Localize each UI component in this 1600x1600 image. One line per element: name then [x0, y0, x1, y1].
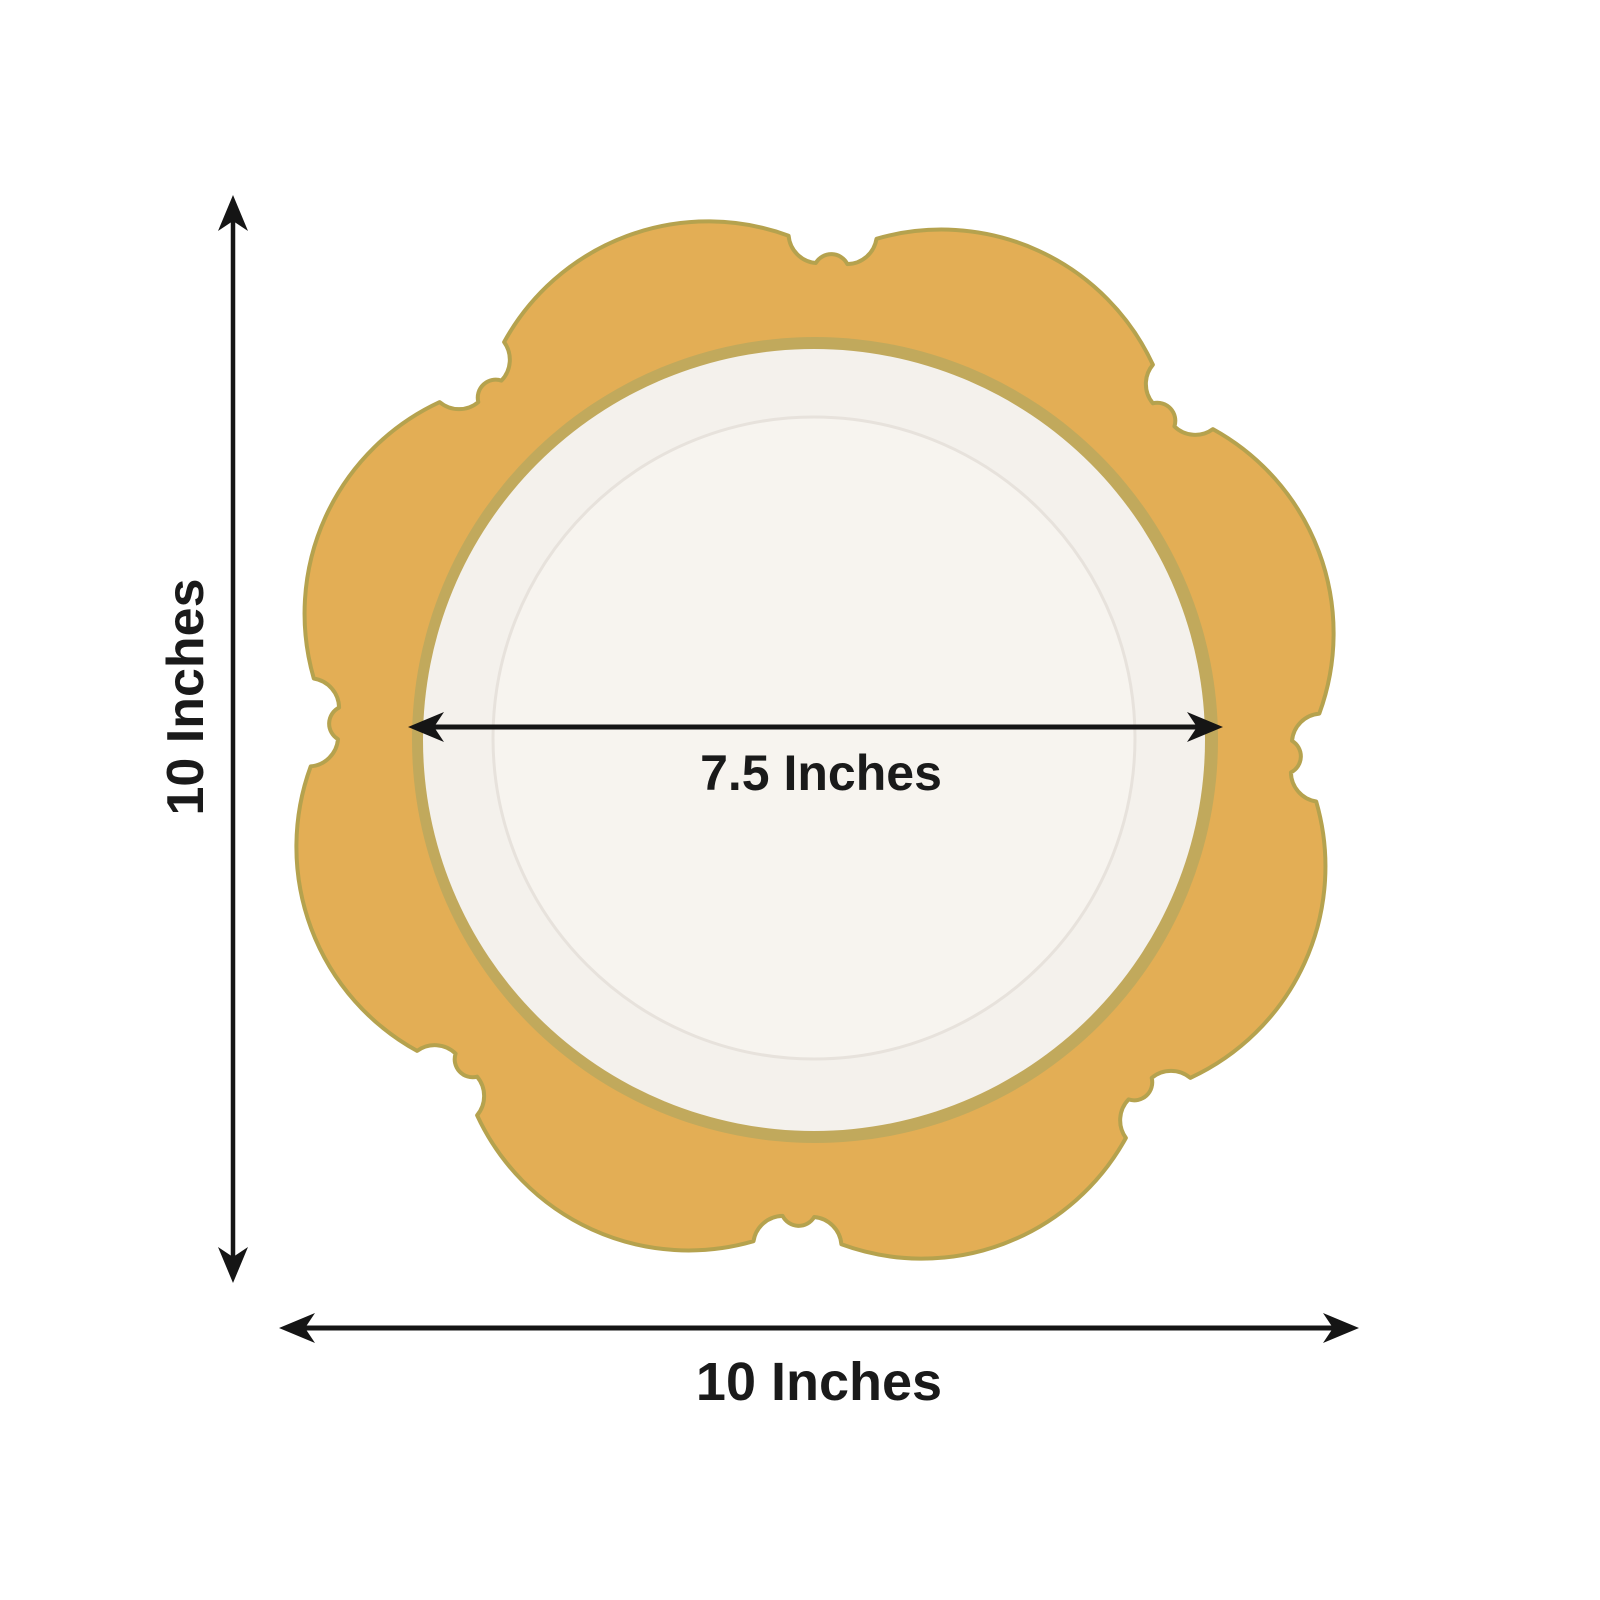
arrow-left-icon	[279, 1313, 315, 1343]
plate-center-floor	[491, 415, 1137, 1061]
arrow-up-icon	[218, 195, 248, 231]
inner-diameter-label: 7.5 Inches	[700, 745, 942, 801]
height-dimension-label: 10 Inches	[157, 578, 215, 815]
plate-graphic	[294, 219, 1336, 1261]
arrow-right-icon	[1187, 712, 1223, 742]
arrow-down-icon	[218, 1247, 248, 1283]
inner-diameter-dimension: 7.5 Inches	[408, 712, 1223, 801]
arrow-left-icon	[408, 712, 444, 742]
width-dimension-label: 10 Inches	[696, 1352, 942, 1412]
width-dimension: 10 Inches	[279, 1313, 1359, 1412]
arrow-right-icon	[1323, 1313, 1359, 1343]
height-dimension: 10 Inches	[157, 195, 248, 1283]
